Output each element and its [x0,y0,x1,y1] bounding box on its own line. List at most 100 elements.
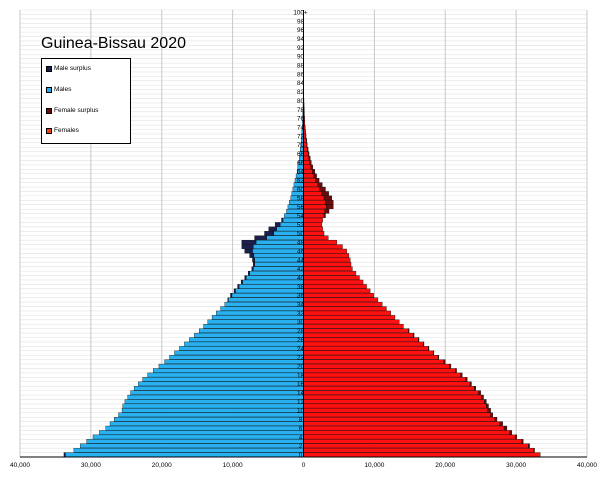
female-surplus-bar [308,155,311,161]
female-surplus-bar [307,151,310,156]
female-bar [303,155,310,161]
female-bar [303,315,396,320]
female-bar [303,279,364,285]
male-surplus-bar [230,293,233,298]
age-tick-label: 52 [297,222,305,229]
age-tick-label: 80 [297,98,305,105]
male-bar [86,439,304,444]
female-surplus-bar [460,372,463,378]
male-bar [203,324,304,329]
female-bar [303,226,323,232]
female-bar [303,244,343,249]
female-surplus-bar [490,412,493,418]
female-bar [303,350,434,356]
age-tick-label: 54 [297,213,305,220]
legend-swatch-female-surplus [46,107,52,114]
female-bar [303,363,450,369]
age-tick-label: 50 [297,231,305,238]
female-bar [303,204,327,210]
female-surplus-bar [428,346,430,351]
legend-label-male-surplus: Male surplus [54,65,91,72]
male-bar [199,328,304,334]
male-bar [80,443,304,449]
male-bar [109,421,304,426]
female-surplus-bar [325,200,334,205]
female-bar [303,182,318,187]
female-surplus-bar [315,178,320,183]
age-tick-label: 90 [297,54,305,61]
female-bar [303,386,475,391]
female-surplus-bar [307,147,309,152]
male-surplus-bar [237,284,240,289]
female-surplus-bar [326,204,334,210]
legend-item-males: Males [46,86,71,93]
female-surplus-bar [484,399,487,404]
female-bar [303,412,491,418]
female-bar [303,169,313,174]
age-tick-label: 8 [299,417,303,424]
male-bar [253,244,304,249]
male-bar [118,412,304,418]
female-bar [303,257,351,263]
male-bar [211,315,304,320]
age-tick-label: 60 [297,186,305,193]
x-tick-label: 0 [302,462,306,469]
male-bar [184,341,304,347]
male-surplus-bar [227,297,229,303]
age-tick-label: 26 [297,337,305,344]
female-bar [303,421,500,426]
male-bar [105,425,304,431]
female-surplus-bar [465,377,468,382]
female-surplus-bar [509,430,513,435]
male-bar [127,394,304,400]
female-bar [303,447,535,453]
male-bar [216,310,304,316]
female-bar [303,390,479,395]
female-bar [303,297,379,303]
male-surplus-bar [253,262,255,267]
male-bar [253,266,304,272]
age-tick-label: 82 [297,89,305,96]
age-tick-label: 10 [297,408,305,415]
male-bar [249,270,304,276]
female-bar [303,452,541,457]
female-surplus-bar [423,341,425,347]
female-surplus-bar [515,434,518,440]
female-surplus-bar [437,355,440,360]
age-tick-label: 40 [297,275,305,282]
male-bar [194,332,304,338]
female-bar [303,200,326,205]
age-tick-label: 30 [297,319,305,326]
male-bar [164,359,304,364]
age-tick-label: 78 [297,107,305,114]
female-bar [303,239,337,245]
female-bar [303,319,400,325]
age-tick-label: 56 [297,204,305,211]
female-surplus-bar [443,359,446,364]
age-tick-label: 36 [297,293,305,300]
age-tick-label: 98 [297,18,305,25]
age-tick-label: 14 [297,390,305,397]
x-tick-label: 10,000 [364,462,384,469]
age-tick-label: 0 [299,452,303,459]
age-tick-label: 74 [297,124,305,131]
male-bar [133,386,304,391]
age-tick-label: 28 [297,328,305,335]
female-bar [303,288,371,294]
female-surplus-bar [408,328,410,334]
female-surplus-bar [433,350,435,356]
female-bar [303,359,445,364]
legend-swatch-males [46,86,52,93]
male-bar [231,293,304,298]
age-tick-label: 20 [297,363,305,370]
legend: Male surplus Males Female surplus Female… [41,58,131,144]
male-surplus-bar [240,279,243,285]
male-surplus-bar [241,244,254,249]
female-surplus-bar [309,160,312,165]
female-surplus-bar [527,443,530,449]
female-surplus-bar [478,390,481,395]
age-tick-label: 94 [297,36,305,43]
female-surplus-bar [321,191,329,196]
age-tick-label: 4 [299,434,303,441]
age-tick-label: 46 [297,248,305,255]
